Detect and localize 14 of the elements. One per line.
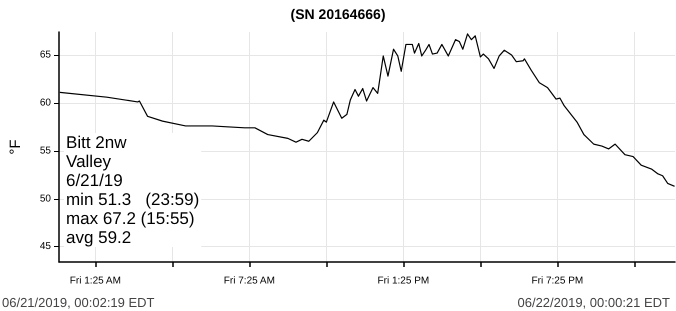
x-tick-label: Fri 1:25 AM (70, 276, 121, 286)
y-axis-title: °F (7, 139, 24, 155)
y-tick-label: 45 (40, 241, 52, 252)
chart-title: (SN 20164666) (290, 6, 386, 22)
x-tick-label: Fri 1:25 PM (378, 276, 430, 286)
y-tick-label: 60 (40, 97, 52, 108)
text: 06/22/2019, 00:00:21 EDT (518, 295, 670, 310)
y-tick-label: 55 (40, 145, 52, 156)
annotation: Bitt 2nw Valley 6/21/19 min 51.3 (23:59) max 67.2 (15:55) avg 59.2 (66, 133, 200, 247)
text: 06/21/2019, 00:02:19 EDT (2, 295, 155, 310)
x-tick-label: Fri 7:25 PM (532, 276, 584, 286)
y-tick-label: 50 (40, 193, 52, 204)
x-tick-label: Fri 7:25 AM (224, 276, 275, 286)
y-tick-label: 65 (40, 50, 52, 60)
